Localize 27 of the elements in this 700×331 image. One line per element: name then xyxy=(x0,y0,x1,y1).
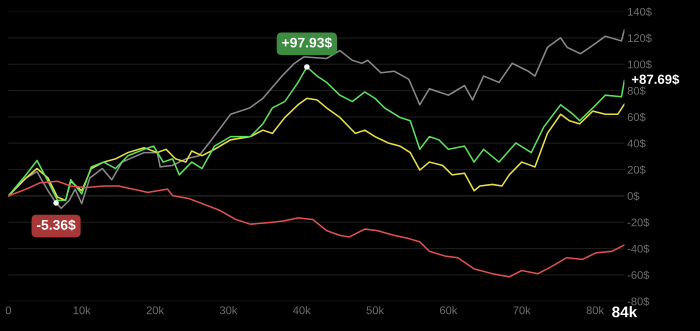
x-tick-label: 30k xyxy=(220,306,238,314)
y-tick-label: -40$ xyxy=(628,244,650,254)
x-tick-label: 70k xyxy=(513,306,531,314)
annotation: +97.93$ xyxy=(282,37,332,48)
y-tick-label: 60$ xyxy=(628,112,646,122)
x-tick-label: 50k xyxy=(366,306,384,314)
y-tick-label: 100$ xyxy=(628,60,652,70)
y-tick-label: 80$ xyxy=(628,86,646,96)
annotation: +87.69$ xyxy=(632,74,680,85)
x-tick-label: 80k xyxy=(586,306,604,314)
line-series xyxy=(8,98,624,202)
y-tick-label: 0$ xyxy=(628,192,640,201)
x-tick-label: 60k xyxy=(440,306,458,314)
y-tick-label: 120$ xyxy=(628,34,652,43)
y-tick-label: 140$ xyxy=(628,7,652,16)
x-tick-label: 40k xyxy=(293,306,311,314)
x-tick-label: 0 xyxy=(6,306,12,314)
annotation: -5.36$ xyxy=(36,219,76,231)
y-tick-label: -80$ xyxy=(628,297,650,306)
y-tick-label: 20$ xyxy=(628,165,646,174)
x-tick-label: 84k xyxy=(612,306,638,318)
line-series xyxy=(8,180,624,278)
x-tick-label: 10k xyxy=(74,306,91,314)
y-tick-label: -20$ xyxy=(628,218,650,228)
y-tick-label: -60$ xyxy=(628,270,650,280)
y-tick-label: 40$ xyxy=(627,139,646,148)
x-tick-label: 20k xyxy=(146,306,164,314)
